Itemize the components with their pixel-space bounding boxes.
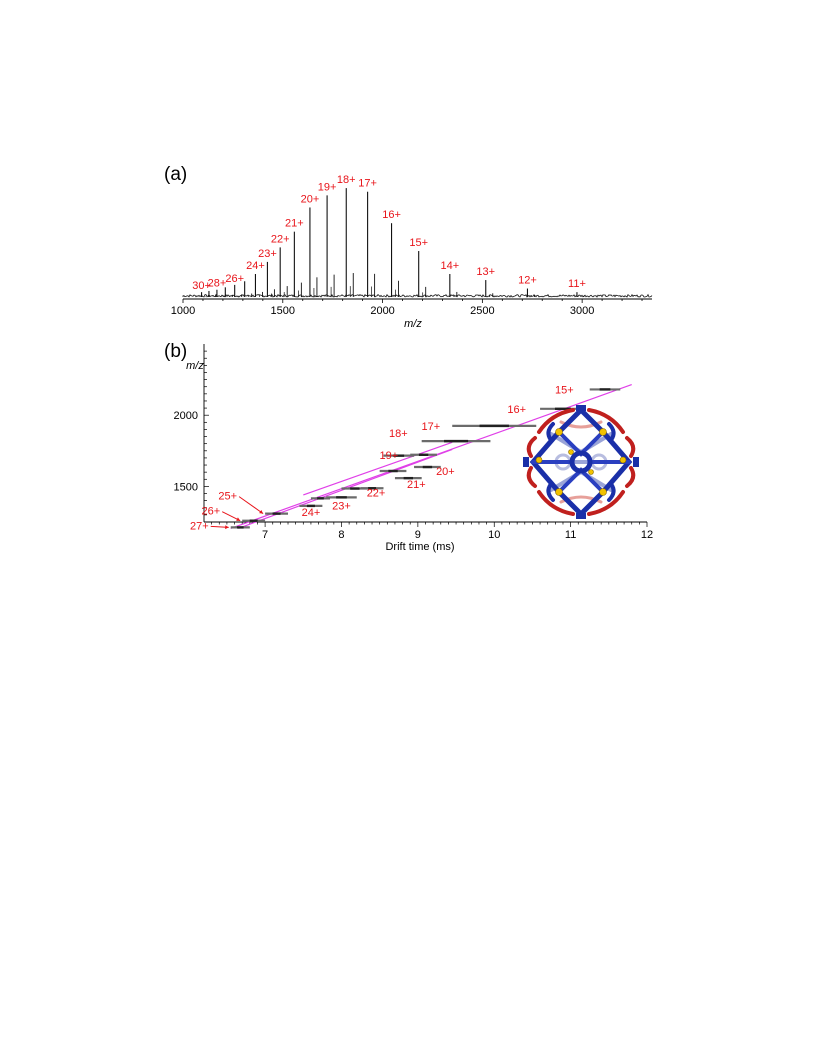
panel-a-label: (a)	[164, 164, 187, 185]
a-peak-labels: 30+28+ 26+24+23+ 22+ 21+ 20+19+18+ 17+ 16+ 15+ 1…	[192, 174, 586, 292]
a-x-tick-labels: 1000 1500 2000 2500 3000	[171, 305, 595, 317]
a-x-tick-label: 1000	[171, 305, 195, 317]
b-charge-label-26+: 26+	[202, 506, 221, 518]
b-charge-labels: 27+ 26+ 25+ 24+ 23+ 22+ 21+ 20+ 19+ 18+ 17+ 16+ 15+	[190, 384, 574, 532]
a-peak-label-24+: 24+	[246, 260, 265, 272]
cage-structure-illustration	[523, 405, 639, 519]
panel-b-label: (b)	[164, 341, 187, 362]
b-charge-label-27+: 27+	[190, 520, 209, 532]
b-x-tick-label: 9	[415, 529, 421, 541]
a-peak-label-30+: 30+	[192, 280, 211, 292]
a-peak-label-21+: 21+	[285, 218, 304, 230]
b-axes: 1500 2000 7 8 9 10 11 12	[174, 344, 653, 541]
b-y-tick-label: 2000	[174, 410, 198, 422]
a-peak-label-15+: 15+	[409, 237, 428, 249]
b-charge-label-22+: 22+	[367, 487, 386, 499]
b-y-axis-title: m/z	[186, 360, 204, 372]
b-y-tick-label: 1500	[174, 481, 198, 493]
b-charge-label-25+: 25+	[218, 491, 237, 503]
b-charge-label-15+: 15+	[555, 384, 574, 396]
a-x-axis	[182, 298, 652, 303]
a-peak-label-11+: 11+	[568, 278, 586, 290]
b-x-tick-label: 7	[262, 529, 268, 541]
a-x-tick-label: 1500	[271, 305, 295, 317]
a-peak-label-26+: 26+	[225, 273, 244, 285]
b-x-axis-title: Drift time (ms)	[385, 541, 454, 553]
b-label-arrow	[238, 496, 264, 515]
a-peak-label-23+: 23+	[258, 248, 277, 260]
b-charge-label-17+: 17+	[422, 421, 441, 433]
a-x-tick-label: 2500	[470, 305, 494, 317]
b-charge-label-21+: 21+	[407, 479, 426, 491]
panel-b-drift: (b) 1500 2000 7 8 9 10 11 12 27+ 26+ 25+ 24+ 23+ 22+…	[164, 341, 653, 553]
a-peak-label-20+: 20+	[301, 193, 320, 205]
b-x-tick-label: 8	[338, 529, 344, 541]
b-label-arrowhead	[225, 525, 229, 530]
b-x-tick-label: 12	[641, 529, 653, 541]
b-charge-label-20+: 20+	[436, 466, 455, 478]
a-peak-label-12+: 12+	[518, 275, 537, 287]
a-peak-label-22+: 22+	[271, 233, 290, 245]
b-x-tick-label: 10	[488, 529, 500, 541]
a-peak-label-14+: 14+	[440, 260, 459, 272]
panel-a-spectrum: (a) 1000 1500 2000 2500 3000 30+28+ 26+24+23+…	[164, 164, 653, 330]
b-charge-label-18+: 18+	[389, 428, 408, 440]
b-charge-label-24+: 24+	[302, 507, 321, 519]
a-x-tick-label: 2000	[370, 305, 394, 317]
a-peak-label-28+: 28+	[208, 278, 227, 290]
b-charge-label-19+: 19+	[380, 450, 399, 462]
a-peak-label-19+: 19+	[318, 181, 337, 193]
a-peak-label-13+: 13+	[476, 266, 495, 278]
b-label-arrowhead	[259, 510, 264, 514]
a-x-axis-title: m/z	[404, 318, 422, 330]
b-fit-line	[303, 441, 453, 496]
a-x-tick-label: 3000	[570, 305, 594, 317]
a-peak-label-17+: 17+	[358, 178, 377, 190]
mass-spectrum-trace	[182, 188, 653, 298]
b-charge-label-16+: 16+	[507, 404, 526, 416]
b-label-arrowhead	[236, 517, 241, 521]
b-charge-label-23+: 23+	[332, 500, 351, 512]
a-peak-label-18+: 18+	[337, 174, 356, 186]
b-x-tick-label: 11	[565, 529, 576, 541]
a-peak-label-16+: 16+	[382, 209, 401, 221]
